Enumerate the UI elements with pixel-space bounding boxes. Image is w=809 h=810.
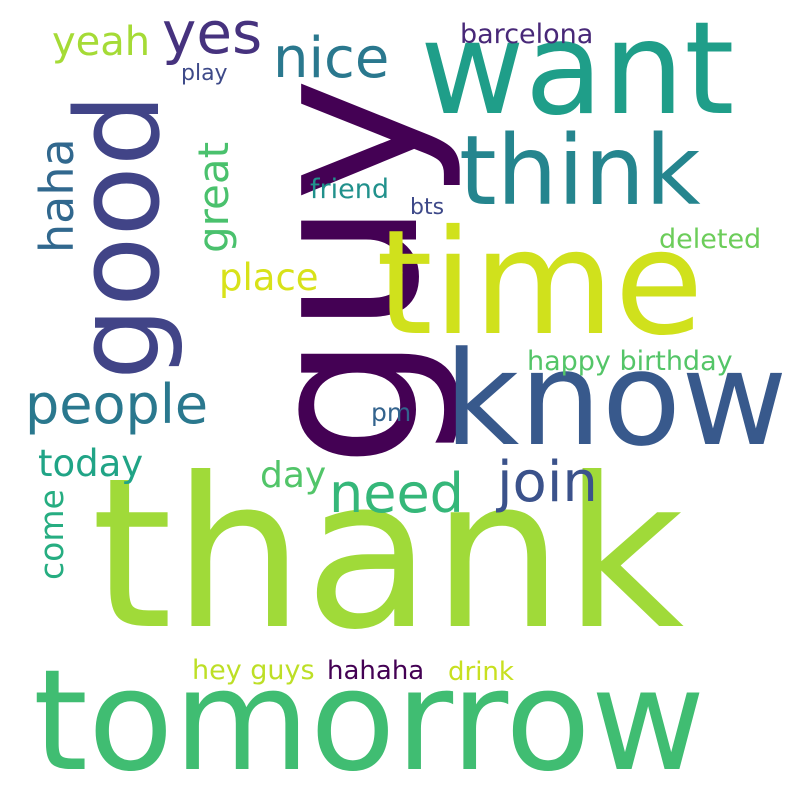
word-haha: haha (30, 138, 84, 253)
word-time: time (376, 199, 704, 368)
word-barcelona: barcelona (460, 19, 594, 50)
word-tomorrow: tomorrow (33, 640, 706, 803)
word-drink: drink (448, 657, 514, 687)
word-play: play (181, 61, 228, 86)
word-deleted: deleted (659, 224, 762, 255)
word-pm: pm (371, 398, 412, 427)
word-today: today (38, 442, 144, 485)
word-hey-guys: hey guys (192, 655, 315, 686)
word-thank: thank (91, 434, 685, 676)
word-yes: yes (162, 0, 263, 67)
word-yeah: yeah (52, 19, 151, 65)
word-place: place (219, 256, 319, 299)
word-know: know (444, 323, 788, 475)
word-need: need (329, 462, 464, 525)
word-join: join (497, 450, 598, 515)
word-hahaha: hahaha (327, 656, 425, 686)
word-great: great (189, 141, 238, 253)
word-come: come (32, 489, 71, 580)
word-people: people (25, 373, 209, 436)
word-happy-birthday: happy birthday (527, 346, 733, 377)
word-friend: friend (310, 174, 389, 205)
word-bts: bts (410, 195, 445, 220)
word-day: day (260, 455, 327, 496)
word-want: want (420, 0, 735, 144)
word-think: think (459, 115, 701, 227)
word-nice: nice (273, 26, 390, 91)
